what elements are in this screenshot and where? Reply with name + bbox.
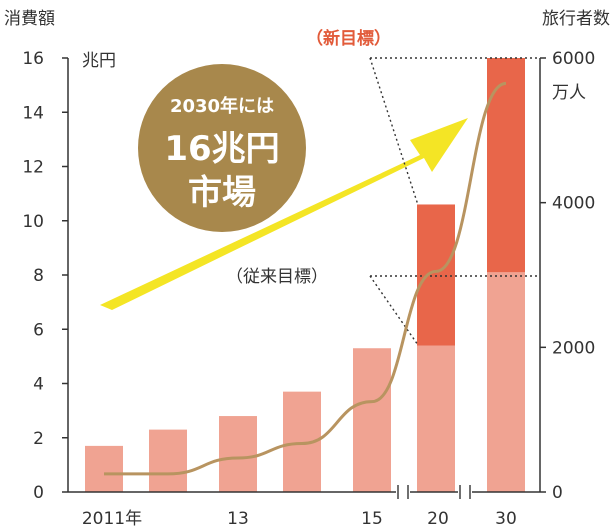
bar-base	[219, 416, 257, 492]
badge-line1: 2030年には	[170, 95, 274, 117]
axis-break	[458, 486, 472, 498]
left-tick-label: 0	[33, 483, 44, 503]
bar-new-target	[487, 58, 525, 273]
bar-base	[149, 429, 187, 492]
left-tick-label: 4	[33, 375, 44, 395]
x-tick-label: 15	[361, 509, 383, 529]
right-tick-label: 4000	[552, 194, 595, 214]
left-tick-label: 2	[33, 429, 44, 449]
badge-line2: 16兆円	[164, 129, 279, 169]
left-tick-label: 10	[22, 212, 44, 232]
badge-line3: 市場	[188, 173, 256, 213]
left-tick-label: 6	[33, 320, 44, 340]
right-axis-title: 旅行者数	[542, 9, 610, 29]
old-target-leader-diag	[369, 275, 419, 346]
left-tick-label: 16	[22, 49, 44, 69]
left-axis-unit: 兆円	[82, 51, 116, 71]
left-tick-label: 14	[22, 103, 44, 123]
traveler-line	[104, 81, 507, 476]
old-target-label: （従来目標）	[226, 267, 328, 287]
badge-circle	[138, 64, 306, 232]
growth-arrow-icon	[100, 118, 468, 310]
right-tick-label: 2000	[552, 338, 595, 358]
bar-base	[353, 348, 391, 492]
left-tick-label: 8	[33, 266, 44, 286]
left-axis-title: 消費額	[4, 9, 55, 29]
bar-base	[85, 445, 123, 492]
right-tick-label: 0	[552, 483, 563, 503]
x-tick-label: 30	[495, 509, 517, 529]
x-tick-label: 2011年	[82, 509, 142, 529]
bar-base	[417, 345, 455, 492]
bar-base	[487, 272, 525, 492]
left-tick-label: 12	[22, 158, 44, 178]
right-tick-label: 6000	[552, 49, 595, 69]
new-target-leader-diag	[369, 57, 419, 206]
x-tick-label: 20	[427, 509, 449, 529]
new-target-label: （新目標）	[306, 28, 391, 49]
axis-break	[396, 486, 410, 498]
bar-new-target	[417, 204, 455, 346]
x-tick-label: 13	[227, 509, 249, 529]
right-axis-unit: 万人	[552, 83, 586, 103]
